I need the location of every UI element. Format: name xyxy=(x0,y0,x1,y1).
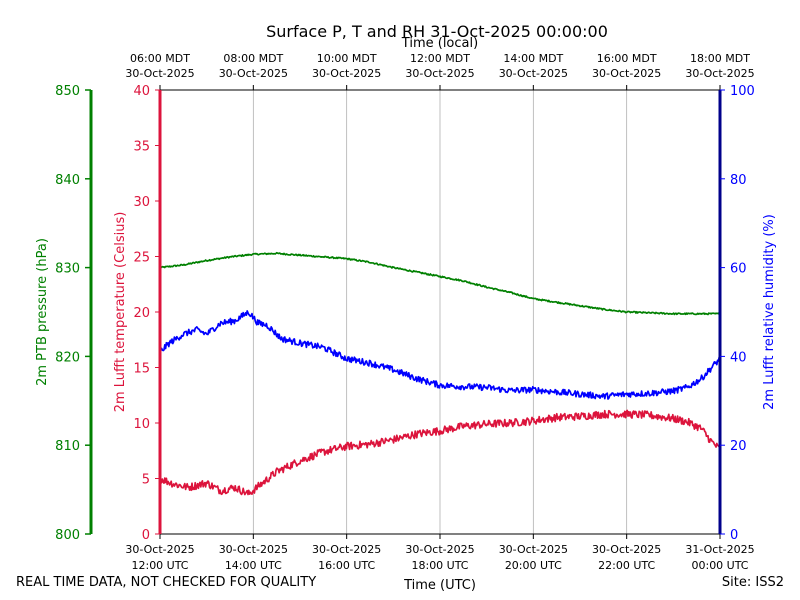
x-tick-label-date: 30-Oct-2025 xyxy=(405,543,474,556)
temperature-tick-label: 40 xyxy=(133,84,150,99)
x-tick-label-time: 18:00 UTC xyxy=(411,559,468,572)
humidity-tick-label: 40 xyxy=(730,350,747,365)
site-label: Site: ISS2 xyxy=(721,575,784,590)
top-tick-label-time: 12:00 MDT xyxy=(410,52,470,65)
series-line-pressure xyxy=(159,251,721,316)
top-axis-label: Time (local) xyxy=(401,36,478,51)
x-tick-label-date: 30-Oct-2025 xyxy=(499,543,568,556)
pressure-tick-label: 840 xyxy=(55,173,80,188)
humidity-tick-label: 80 xyxy=(730,173,747,188)
temperature-tick-label: 25 xyxy=(133,251,150,266)
series-line-temperature xyxy=(159,409,721,496)
temperature-tick-label: 10 xyxy=(133,417,150,432)
humidity-tick-label: 20 xyxy=(730,439,747,454)
x-tick-label-time: 12:00 UTC xyxy=(131,559,188,572)
top-tick-label-date: 30-Oct-2025 xyxy=(405,67,474,80)
temperature-tick-label: 0 xyxy=(142,528,150,543)
x-tick-label-date: 30-Oct-2025 xyxy=(312,543,381,556)
top-tick-label-time: 18:00 MDT xyxy=(690,52,750,65)
x-tick-label-time: 22:00 UTC xyxy=(598,559,655,572)
top-tick-label-time: 16:00 MDT xyxy=(597,52,657,65)
top-tick-label-date: 30-Oct-2025 xyxy=(219,67,288,80)
pressure-tick-label: 830 xyxy=(55,262,80,277)
x-tick-label-date: 30-Oct-2025 xyxy=(219,543,288,556)
temperature-tick-label: 15 xyxy=(133,362,150,377)
x-tick-label-date: 30-Oct-2025 xyxy=(125,543,194,556)
top-tick-label-time: 14:00 MDT xyxy=(503,52,563,65)
temperature-tick-label: 5 xyxy=(142,473,150,488)
x-axis-label: Time (UTC) xyxy=(403,578,476,593)
top-tick-label-date: 30-Oct-2025 xyxy=(499,67,568,80)
pressure-tick-label: 850 xyxy=(55,84,80,99)
top-tick-label-time: 08:00 MDT xyxy=(223,52,283,65)
temperature-axis-label: 2m Lufft temperature (Celsius) xyxy=(113,212,128,413)
top-tick-label-time: 10:00 MDT xyxy=(317,52,377,65)
x-tick-label-date: 31-Oct-2025 xyxy=(685,543,754,556)
x-tick-label-date: 30-Oct-2025 xyxy=(592,543,661,556)
top-tick-label-date: 30-Oct-2025 xyxy=(592,67,661,80)
humidity-tick-label: 100 xyxy=(730,84,755,99)
humidity-axis-label: 2m Lufft relative humidity (%) xyxy=(762,214,777,410)
data-quality-note: REAL TIME DATA, NOT CHECKED FOR QUALITY xyxy=(16,575,317,590)
chart-title: Surface P, T and RH 31-Oct-2025 00:00:00 xyxy=(266,22,608,41)
x-tick-label-time: 16:00 UTC xyxy=(318,559,375,572)
x-tick-label-time: 00:00 UTC xyxy=(691,559,748,572)
top-tick-label-date: 30-Oct-2025 xyxy=(312,67,381,80)
top-tick-label-time: 06:00 MDT xyxy=(130,52,190,65)
temperature-tick-label: 35 xyxy=(133,140,150,155)
pressure-axis-label: 2m PTB pressure (hPa) xyxy=(35,238,50,386)
temperature-tick-label: 30 xyxy=(133,195,150,210)
pressure-tick-label: 820 xyxy=(55,350,80,365)
top-tick-label-date: 30-Oct-2025 xyxy=(125,67,194,80)
temperature-tick-label: 20 xyxy=(133,306,150,321)
series-line-humidity xyxy=(159,310,721,400)
humidity-tick-label: 60 xyxy=(730,262,747,277)
pressure-tick-label: 810 xyxy=(55,439,80,454)
pressure-tick-label: 800 xyxy=(55,528,80,543)
top-tick-label-date: 30-Oct-2025 xyxy=(685,67,754,80)
humidity-tick-label: 0 xyxy=(730,528,738,543)
x-tick-label-time: 14:00 UTC xyxy=(225,559,282,572)
x-tick-label-time: 20:00 UTC xyxy=(505,559,562,572)
